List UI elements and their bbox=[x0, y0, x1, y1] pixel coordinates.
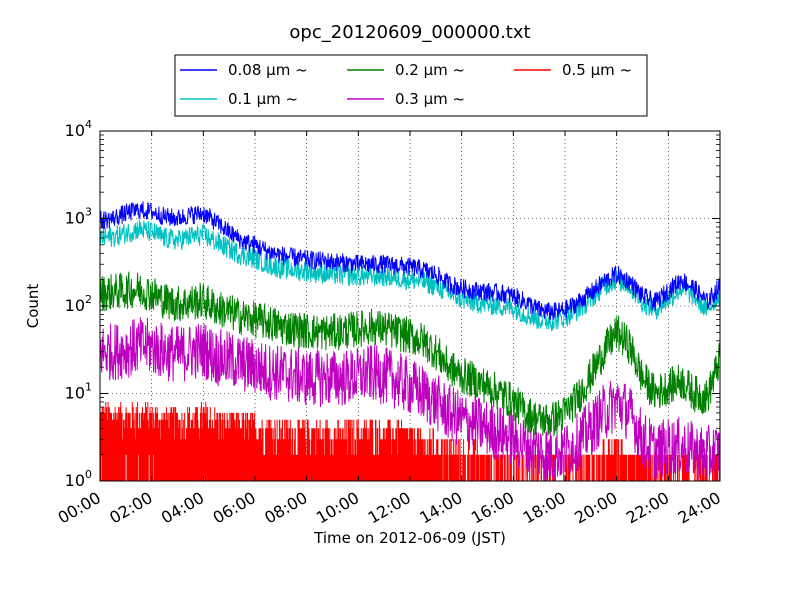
y-tick-label: 103 bbox=[65, 206, 92, 228]
y-tick-label: 101 bbox=[65, 381, 92, 403]
y-tick-label: 100 bbox=[65, 468, 92, 490]
legend-label: 0.1 μm ~ bbox=[228, 90, 298, 108]
series-line bbox=[99, 271, 721, 437]
axis-ticks bbox=[99, 130, 721, 482]
legend-label: 0.2 μm ~ bbox=[395, 61, 465, 79]
chart-title: opc_20120609_000000.txt bbox=[289, 22, 530, 43]
legend-label: 0.5 μm ~ bbox=[562, 61, 632, 79]
y-tick-label: 104 bbox=[65, 118, 92, 140]
legend-label: 0.08 μm ~ bbox=[228, 61, 308, 79]
legend-box bbox=[174, 54, 648, 117]
series-group bbox=[99, 201, 721, 482]
y-tick-label: 102 bbox=[65, 293, 92, 315]
series-line bbox=[99, 317, 721, 482]
legend-label: 0.3 μm ~ bbox=[395, 90, 465, 108]
y-tick-labels: 100 101 102 103 104 bbox=[65, 118, 92, 490]
series-line bbox=[99, 201, 721, 321]
y-axis-label: Count bbox=[24, 284, 42, 329]
legend: 0.08 μm ~ 0.1 μm ~ 0.2 μm ~ 0.3 μm ~ 0.5 μm … bbox=[174, 54, 648, 117]
x-axis-label: Time on 2012-06-09 (JST) bbox=[313, 529, 506, 547]
